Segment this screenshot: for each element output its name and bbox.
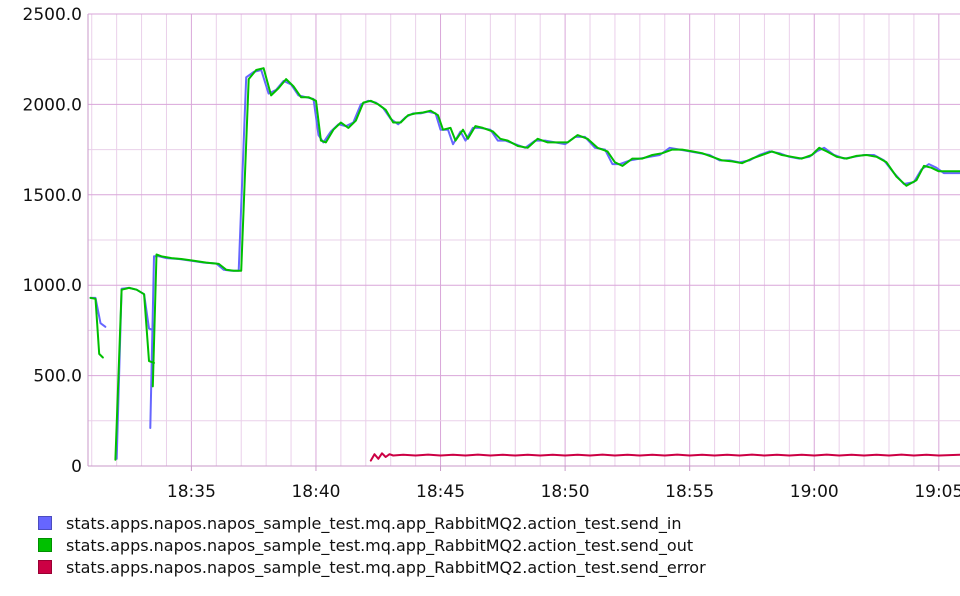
y-tick-label: 0 <box>71 457 82 477</box>
y-tick-label: 500.0 <box>33 367 82 387</box>
series-line-3 <box>369 452 960 462</box>
y-tick-label: 2500.0 <box>23 5 82 25</box>
legend-item: stats.apps.napos.napos_sample_test.mq.ap… <box>38 534 706 556</box>
x-tick-label: 18:50 <box>541 482 590 502</box>
series-line-2 <box>89 296 104 359</box>
y-tick-label: 1000.0 <box>23 276 82 296</box>
y-tick-label: 2000.0 <box>23 95 82 115</box>
legend-label: stats.apps.napos.napos_sample_test.mq.ap… <box>66 535 694 555</box>
series-lines <box>89 67 960 462</box>
legend-label: stats.apps.napos.napos_sample_test.mq.ap… <box>66 513 682 533</box>
legend-item: stats.apps.napos.napos_sample_test.mq.ap… <box>38 556 706 578</box>
series-line-2 <box>151 67 960 388</box>
tick-labels: 0 500.0 1000.0 1500.0 2000.0 2500.0 18:35 18:40… <box>23 5 960 502</box>
x-tick-label: 18:35 <box>167 482 216 502</box>
legend-swatch <box>38 560 52 574</box>
x-tick-label: 19:00 <box>790 482 839 502</box>
legend-label: stats.apps.napos.napos_sample_test.mq.ap… <box>66 557 706 577</box>
legend: stats.apps.napos.napos_sample_test.mq.ap… <box>38 512 706 578</box>
x-tick-label: 18:45 <box>416 482 465 502</box>
x-tick-label: 18:40 <box>291 482 340 502</box>
series-line-2 <box>114 286 155 461</box>
legend-swatch <box>38 516 52 530</box>
legend-swatch <box>38 538 52 552</box>
x-tick-label: 19:05 <box>914 482 960 502</box>
x-tick-label: 18:55 <box>665 482 714 502</box>
legend-item: stats.apps.napos.napos_sample_test.mq.ap… <box>38 512 706 534</box>
y-tick-label: 1500.0 <box>23 186 82 206</box>
